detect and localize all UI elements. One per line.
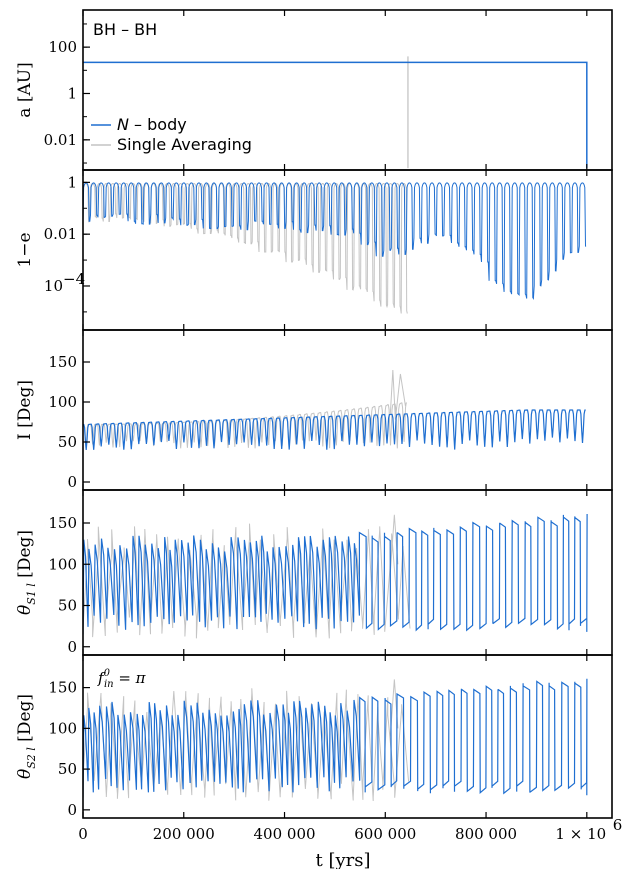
panel-4: 0 50 100 150 θS1 l [Deg] bbox=[15, 489, 613, 656]
annotation-sup: 0 bbox=[104, 668, 111, 679]
legend-label-text: – body bbox=[129, 115, 187, 134]
y-axis-label-unit: [Deg] bbox=[15, 694, 35, 747]
y-tick-label: 1 bbox=[67, 173, 77, 191]
y-tick-label: 100 bbox=[48, 555, 77, 573]
y-tick-label: 150 bbox=[48, 679, 77, 697]
plot-area-4 bbox=[83, 513, 588, 639]
y-tick-label: 0.01 bbox=[44, 131, 77, 149]
y-axis-label: θS1 l [Deg] bbox=[15, 530, 38, 615]
plot-area-1 bbox=[83, 56, 588, 169]
y-axis-label-unit: [Deg] bbox=[15, 530, 35, 583]
y-axis-label-main: θ bbox=[15, 769, 35, 779]
y-axis-label: I [Deg] bbox=[15, 380, 35, 440]
y-tick-label: 50 bbox=[58, 597, 77, 615]
initial-anomaly-annotation: f0 in = π bbox=[97, 668, 147, 690]
single-averaging-line bbox=[83, 182, 408, 314]
y-axis-label: θS2 l [Deg] bbox=[15, 694, 38, 779]
nbody-line bbox=[83, 61, 588, 169]
y-axis-label-main: I [Deg] bbox=[15, 380, 35, 440]
x-tick-label: 0 bbox=[78, 825, 88, 843]
nbody-line bbox=[83, 678, 588, 798]
legend-label-text: Single Averaging bbox=[117, 135, 252, 154]
y-tick-label: 0.01 bbox=[44, 225, 77, 243]
plot-area-3 bbox=[83, 369, 586, 451]
y-tick-label: 150 bbox=[48, 514, 77, 532]
y-axis-label-main: a [AU] bbox=[15, 62, 35, 117]
y-axis-label-main: 1−e bbox=[15, 232, 35, 267]
y-tick-label: 0 bbox=[67, 473, 77, 491]
annotation-eq: = π bbox=[114, 669, 147, 687]
y-axis-label: 1−e bbox=[15, 232, 35, 267]
y-tick-label: 100 bbox=[48, 719, 77, 737]
nbody-line bbox=[83, 182, 587, 301]
y-tick-label: 50 bbox=[58, 760, 77, 778]
legend-label-italic: N bbox=[117, 115, 129, 134]
nbody-line bbox=[83, 513, 588, 635]
annotation-f: f bbox=[97, 669, 106, 687]
y-tick-exponent: −4 bbox=[63, 270, 85, 288]
y-tick-label: 100 bbox=[48, 38, 77, 56]
panel-title-bh-bh: BH – BH bbox=[93, 20, 157, 39]
x-tick-label: 1 × 10 bbox=[555, 825, 606, 843]
plot-area-2 bbox=[83, 182, 587, 314]
x-axis: 0 200 000 400 000 600 000 800 000 1 × 10 6 bbox=[78, 816, 622, 843]
panel-frame bbox=[82, 654, 613, 819]
y-axis-label-sub: S2 l bbox=[25, 747, 38, 769]
x-tick-label: 600 000 bbox=[354, 825, 416, 843]
x-tick-label: 400 000 bbox=[254, 825, 316, 843]
panel-2: 1 0.01 10 −4 1−e bbox=[15, 169, 613, 331]
annotation-sub: in bbox=[104, 679, 114, 690]
legend-label-single: Single Averaging bbox=[117, 135, 252, 154]
panel-3: 0 50 100 150 I [Deg] bbox=[15, 329, 613, 491]
x-tick-label: 200 000 bbox=[153, 825, 215, 843]
y-tick-label: 1 bbox=[67, 84, 77, 102]
x-tick-exponent: 6 bbox=[613, 816, 623, 834]
y-tick-label: 0 bbox=[67, 801, 77, 819]
y-tick-label: 100 bbox=[48, 393, 77, 411]
y-tick-label: 150 bbox=[48, 353, 77, 371]
y-axis-label-sub: S1 l bbox=[25, 583, 38, 605]
legend-label-nbody: N – body bbox=[117, 115, 187, 134]
y-tick-label: 0 bbox=[67, 638, 77, 656]
y-axis-label: a [AU] bbox=[15, 62, 35, 117]
plot-area-5 bbox=[83, 678, 588, 802]
y-axis-label-main: θ bbox=[15, 605, 35, 615]
y-tick-label: 10 bbox=[44, 277, 63, 295]
x-tick-label: 800 000 bbox=[455, 825, 517, 843]
nbody-line bbox=[83, 409, 586, 451]
x-axis-label: t [yrs] bbox=[315, 850, 370, 869]
y-tick-label: 50 bbox=[58, 433, 77, 451]
